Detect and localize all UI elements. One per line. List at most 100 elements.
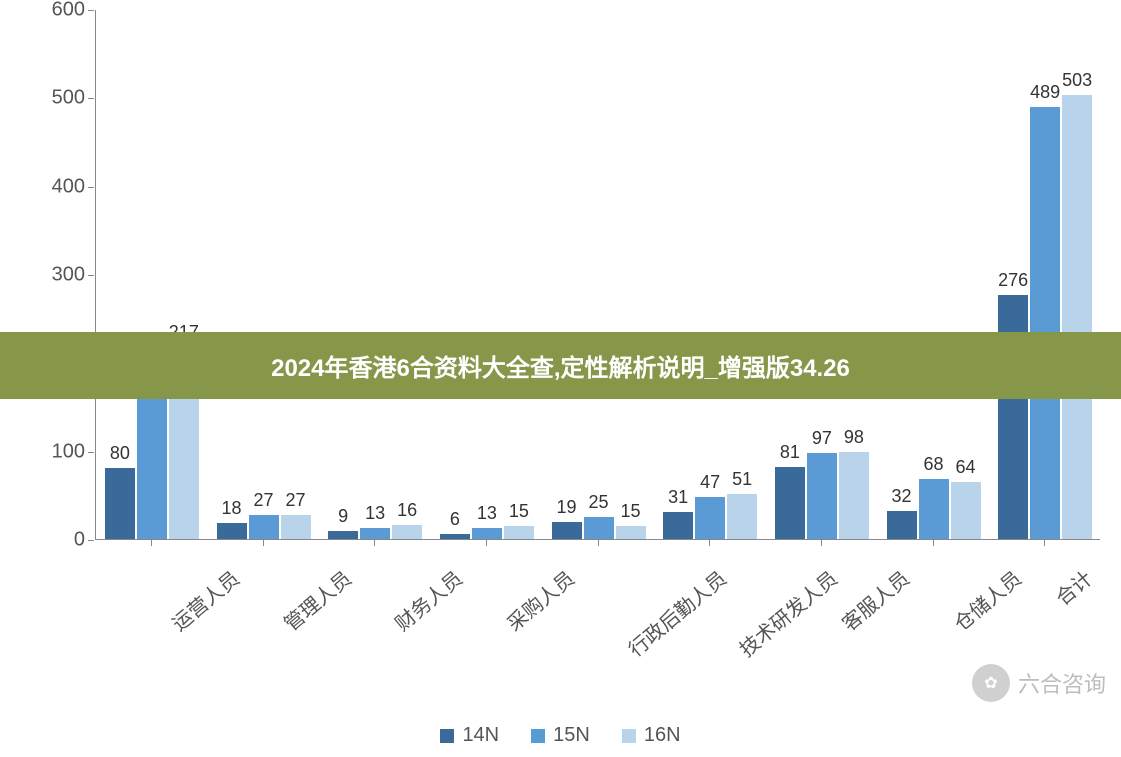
bar-value-label: 13 (477, 503, 497, 524)
bar: 16 (392, 525, 422, 539)
bar-value-label: 503 (1062, 70, 1092, 91)
legend-label: 16N (644, 724, 681, 747)
y-tick-mark (88, 10, 94, 11)
x-tick-label: 技术研发人员 (732, 563, 843, 662)
bar-group: 819798 (775, 452, 869, 539)
y-tick-mark (88, 187, 94, 188)
bar: 503 (1062, 95, 1092, 539)
bar: 51 (727, 494, 757, 539)
bar-value-label: 25 (588, 492, 608, 513)
bar-value-label: 19 (556, 497, 576, 518)
legend-swatch (440, 729, 454, 743)
x-axis-labels: 运营人员管理人员财务人员采购人员行政后勤人员技术研发人员客服人员仓储人员合计 (95, 555, 1100, 675)
x-tick-label: 仓储人员 (946, 563, 1026, 637)
bar-value-label: 18 (221, 498, 241, 519)
x-tick-mark (821, 540, 822, 546)
bar-group: 326864 (887, 479, 981, 539)
bar: 27 (281, 515, 311, 539)
x-tick-mark (933, 540, 934, 546)
bar: 68 (919, 479, 949, 539)
x-tick-mark (374, 540, 375, 546)
bar-value-label: 31 (668, 487, 688, 508)
legend: 14N 15N 16N (0, 724, 1121, 747)
bar: 13 (360, 528, 390, 539)
x-tick-label: 管理人员 (276, 563, 356, 637)
bar-group: 61315 (440, 526, 534, 539)
bar-value-label: 15 (620, 501, 640, 522)
bar-value-label: 97 (812, 428, 832, 449)
x-tick-label: 客服人员 (835, 563, 915, 637)
y-axis: 0100200300400500600 (40, 10, 90, 570)
bar-value-label: 27 (253, 490, 273, 511)
bar-value-label: 64 (955, 457, 975, 478)
y-tick-label: 400 (52, 175, 85, 198)
y-tick-label: 500 (52, 87, 85, 110)
legend-item: 14N (440, 724, 499, 747)
chart-container: 0100200300400500600 80199217182727913166… (40, 10, 1100, 570)
legend-swatch (531, 729, 545, 743)
bar-value-label: 98 (844, 427, 864, 448)
bar-value-label: 51 (732, 469, 752, 490)
overlay-banner: 2024年香港6合资料大全查,定性解析说明_增强版34.26 (0, 332, 1121, 398)
watermark: ✿ 六合咨询 (972, 664, 1106, 702)
y-tick-mark (88, 540, 94, 541)
y-tick-mark (88, 275, 94, 276)
bar-value-label: 80 (110, 443, 130, 464)
bar: 32 (887, 511, 917, 539)
bar: 18 (217, 523, 247, 539)
watermark-text: 六合咨询 (1018, 667, 1106, 699)
y-tick-mark (88, 452, 94, 453)
legend-label: 14N (462, 724, 499, 747)
x-tick-mark (151, 540, 152, 546)
legend-label: 15N (553, 724, 590, 747)
bar-value-label: 27 (285, 490, 305, 511)
bar-value-label: 32 (891, 486, 911, 507)
plot-area: 8019921718272791316613151925153147518197… (95, 10, 1100, 540)
bar: 6 (440, 534, 470, 539)
bar-value-label: 9 (338, 506, 348, 527)
bar: 98 (839, 452, 869, 539)
x-tick-mark (709, 540, 710, 546)
bar: 97 (807, 453, 837, 539)
y-tick-label: 100 (52, 440, 85, 463)
overlay-text: 2024年香港6合资料大全查,定性解析说明_增强版34.26 (271, 348, 850, 383)
legend-swatch (622, 729, 636, 743)
bar: 13 (472, 528, 502, 539)
x-tick-mark (598, 540, 599, 546)
watermark-icon: ✿ (972, 664, 1010, 702)
bar: 19 (552, 522, 582, 539)
bar: 9 (328, 531, 358, 539)
legend-item: 16N (622, 724, 681, 747)
x-tick-mark (263, 540, 264, 546)
bar-value-label: 489 (1030, 82, 1060, 103)
bar: 27 (249, 515, 279, 539)
y-tick-label: 300 (52, 264, 85, 287)
bar: 81 (775, 467, 805, 539)
bar: 15 (616, 526, 646, 539)
bar: 47 (695, 497, 725, 539)
bar: 25 (584, 517, 614, 539)
x-tick-label: 运营人员 (165, 563, 245, 637)
bar-value-label: 81 (780, 442, 800, 463)
y-tick-label: 600 (52, 0, 85, 22)
bar-group: 182727 (217, 515, 311, 539)
bar-value-label: 15 (509, 501, 529, 522)
x-tick-label: 合计 (1049, 563, 1098, 611)
legend-item: 15N (531, 724, 590, 747)
bar-value-label: 68 (923, 454, 943, 475)
x-tick-label: 采购人员 (500, 563, 580, 637)
bar-value-label: 276 (998, 270, 1028, 291)
bar-group: 314751 (663, 494, 757, 539)
y-tick-mark (88, 98, 94, 99)
bar: 80 (105, 468, 135, 539)
bar-group: 276489503 (998, 95, 1092, 539)
bar-value-label: 6 (450, 509, 460, 530)
bar: 15 (504, 526, 534, 539)
bar-value-label: 16 (397, 500, 417, 521)
x-tick-mark (1044, 540, 1045, 546)
x-tick-label: 财务人员 (388, 563, 468, 637)
bar: 31 (663, 512, 693, 539)
bar-value-label: 13 (365, 503, 385, 524)
bar-group: 192515 (552, 517, 646, 539)
bar-value-label: 47 (700, 472, 720, 493)
